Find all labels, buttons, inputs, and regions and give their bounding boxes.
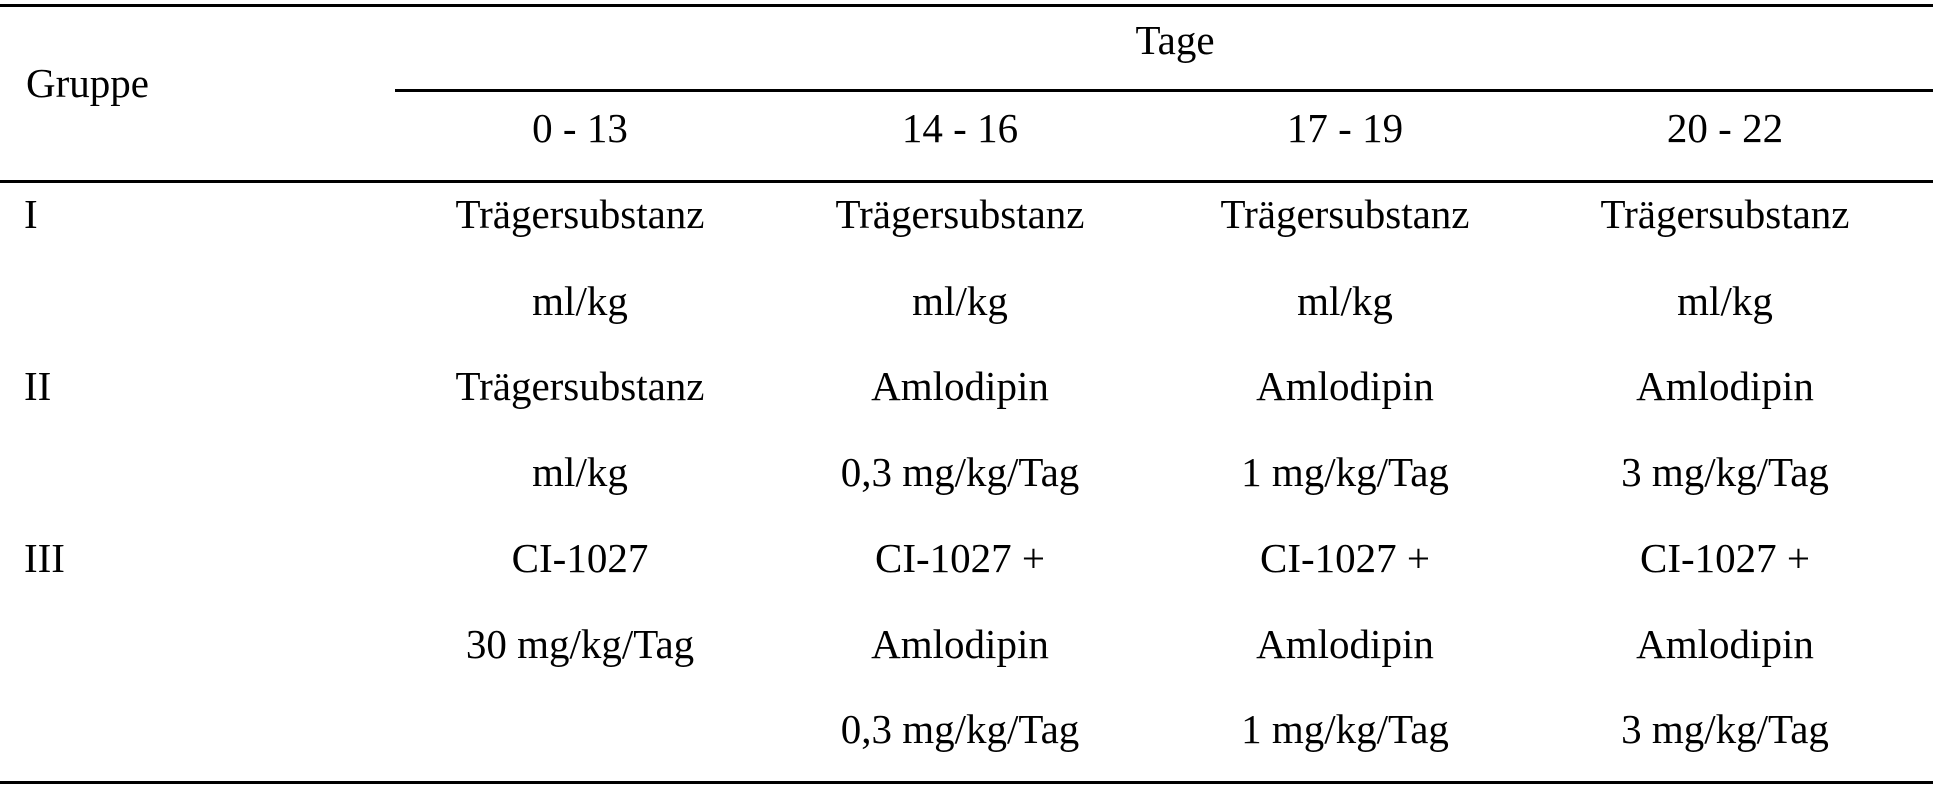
period-header: 0 - 13 <box>532 103 628 153</box>
cell-line: 0,3 mg/kg/Tag <box>841 704 1080 754</box>
group-column-header: Gruppe <box>26 58 149 108</box>
cell-line: CI-1027 + <box>1640 533 1810 583</box>
cell-line: ml/kg <box>912 276 1008 326</box>
cell-line: ml/kg <box>1297 276 1393 326</box>
cell-line: ml/kg <box>1677 276 1773 326</box>
period-header: 17 - 19 <box>1287 103 1403 153</box>
cell-line: Trägersubstanz <box>455 361 704 411</box>
cell-line: 3 mg/kg/Tag <box>1621 447 1829 497</box>
cell-line: Trägersubstanz <box>1600 189 1849 239</box>
table-top-rule <box>0 4 1933 7</box>
table-bottom-rule <box>0 781 1933 784</box>
cell-line: CI-1027 + <box>1260 533 1430 583</box>
group-label: II <box>24 361 51 411</box>
period-header: 14 - 16 <box>902 103 1018 153</box>
cell-line: Trägersubstanz <box>455 189 704 239</box>
cell-line: Amlodipin <box>871 619 1049 669</box>
days-column-header: Tage <box>1135 15 1214 65</box>
cell-line: Trägersubstanz <box>1220 189 1469 239</box>
group-label: III <box>24 533 65 583</box>
cell-line: 3 mg/kg/Tag <box>1621 704 1829 754</box>
cell-line: CI-1027 <box>512 533 649 583</box>
cell-line: 30 mg/kg/Tag <box>466 619 694 669</box>
header-bottom-rule <box>0 180 1933 183</box>
cell-line: 0,3 mg/kg/Tag <box>841 447 1080 497</box>
cell-line: Amlodipin <box>1256 361 1434 411</box>
cell-line: 1 mg/kg/Tag <box>1241 447 1449 497</box>
cell-line: Amlodipin <box>1636 619 1814 669</box>
cell-line: ml/kg <box>532 276 628 326</box>
period-header: 20 - 22 <box>1667 103 1783 153</box>
cell-line: Amlodipin <box>1256 619 1434 669</box>
cell-line: ml/kg <box>532 447 628 497</box>
group-label: I <box>24 189 38 239</box>
cell-line: Trägersubstanz <box>835 189 1084 239</box>
cell-line: 1 mg/kg/Tag <box>1241 704 1449 754</box>
days-header-rule <box>395 89 1933 92</box>
cell-line: CI-1027 + <box>875 533 1045 583</box>
cell-line: Amlodipin <box>871 361 1049 411</box>
cell-line: Amlodipin <box>1636 361 1814 411</box>
